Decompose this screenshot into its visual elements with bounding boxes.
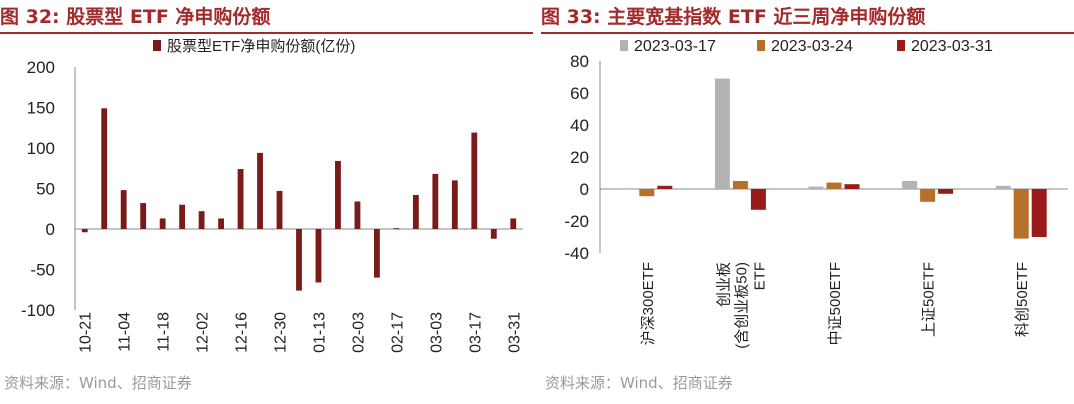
bar <box>920 189 936 202</box>
y-tick-label: 0 <box>580 180 589 199</box>
legend: 股票型ETF净申购份额(亿份) <box>153 38 355 55</box>
y-tick-label: 60 <box>570 84 589 103</box>
bar <box>451 180 458 229</box>
x-tick-label: 02-03 <box>350 312 367 353</box>
legend-label: 2023-03-31 <box>911 38 993 55</box>
y-tick-label: 20 <box>570 148 589 167</box>
category-label: 上证50ETF <box>921 262 938 337</box>
bar <box>621 188 637 190</box>
x-tick-label: 02-17 <box>389 312 406 353</box>
bar-chart-weekly-etf: 股票型ETF净申购份额(亿份) -100 -50 0 50 100 150 200 10-21 1… <box>21 38 523 353</box>
bar <box>657 185 673 189</box>
bar <box>510 218 517 229</box>
bar <box>1013 189 1029 239</box>
y-tick-label: 40 <box>570 116 589 135</box>
bar <box>902 181 918 189</box>
bar <box>471 132 478 229</box>
y-tick-label: -20 <box>564 212 589 231</box>
bar <box>412 194 419 229</box>
x-tick-label: 12-02 <box>195 312 212 353</box>
title-rule <box>541 32 1074 34</box>
category-label: 中证500ETF <box>827 262 844 345</box>
y-tick-label: 0 <box>46 220 55 239</box>
x-tick-label: 03-31 <box>506 312 523 353</box>
legend-swatch <box>153 40 161 51</box>
bar <box>714 78 730 189</box>
bar <box>179 204 186 229</box>
bar <box>938 189 954 194</box>
bar <box>639 189 655 197</box>
bar <box>296 229 302 291</box>
bar <box>354 201 361 229</box>
figure-title: 图 33: 主要宽基指数 ETF 近三周净申购份额 <box>541 6 926 28</box>
bar <box>315 229 322 283</box>
bar <box>432 173 439 229</box>
x-tick-label: 11-18 <box>156 312 173 352</box>
bar <box>373 229 380 278</box>
source-note: 资料来源：Wind、招商证券 <box>4 374 192 392</box>
bar <box>218 218 225 229</box>
bar <box>732 181 748 189</box>
category-label: 沪深300ETF <box>640 262 657 345</box>
bar <box>1031 189 1047 237</box>
y-tick-label: 150 <box>27 99 55 118</box>
legend-label: 2023-03-17 <box>634 38 716 55</box>
bar <box>140 203 147 229</box>
category-label: 创业板 <box>714 262 732 307</box>
y-tick-label: -100 <box>21 301 55 320</box>
source-note: 资料来源：Wind、招商证券 <box>545 374 733 392</box>
title-rule <box>0 32 533 34</box>
bar <box>81 229 88 233</box>
legend-swatch <box>620 40 628 51</box>
bar <box>844 184 860 189</box>
grouped-bar-chart-index-etf: 2023-03-17 2023-03-24 2023-03-31 -40 -20 0 20 4… <box>564 38 1068 349</box>
legend-swatch <box>757 40 765 51</box>
x-tick-label: 03-17 <box>467 312 484 353</box>
bar <box>237 169 244 229</box>
bar <box>750 189 766 210</box>
bar <box>276 190 283 229</box>
category-label: 科创50ETF <box>1014 262 1031 337</box>
bar <box>335 160 341 229</box>
bar <box>159 218 166 229</box>
y-tick-label: -40 <box>564 244 589 263</box>
bar <box>120 190 127 229</box>
legend-swatch <box>897 40 905 51</box>
bar <box>808 186 824 189</box>
y-tick-label: 100 <box>27 139 55 158</box>
legend-label: 股票型ETF净申购份额(亿份) <box>167 38 355 55</box>
chart-panel-index-etf: 图 33: 主要宽基指数 ETF 近三周净申购份额 2023-03-17 2023… <box>541 0 1074 404</box>
figure-title: 图 32: 股票型 ETF 净申购份额 <box>0 6 271 28</box>
category-label: (含创业板50) <box>732 262 750 349</box>
x-tick-label: 12-30 <box>273 312 290 353</box>
y-tick-label: 200 <box>27 58 55 77</box>
x-tick-label: 12-16 <box>234 312 251 353</box>
bar <box>257 152 263 229</box>
legend: 2023-03-17 2023-03-24 2023-03-31 <box>620 38 993 55</box>
y-tick-label: 50 <box>36 180 55 199</box>
chart-panel-fund-flows: 图 32: 股票型 ETF 净申购份额 股票型ETF净申购份额(亿份) -100 -… <box>0 0 533 404</box>
y-tick-label: 80 <box>570 52 589 71</box>
bar <box>101 108 108 229</box>
bar <box>995 185 1011 189</box>
y-tick-label: -50 <box>30 261 55 280</box>
x-tick-label: 10-21 <box>78 312 95 353</box>
x-tick-label: 01-13 <box>311 312 328 353</box>
legend-label: 2023-03-24 <box>771 38 853 55</box>
category-label: ETF <box>751 262 768 290</box>
bar <box>198 211 205 229</box>
bar <box>393 228 400 230</box>
x-tick-label: 11-04 <box>117 312 134 352</box>
bar <box>826 182 842 189</box>
bar <box>490 229 497 239</box>
x-tick-label: 03-03 <box>428 312 445 353</box>
